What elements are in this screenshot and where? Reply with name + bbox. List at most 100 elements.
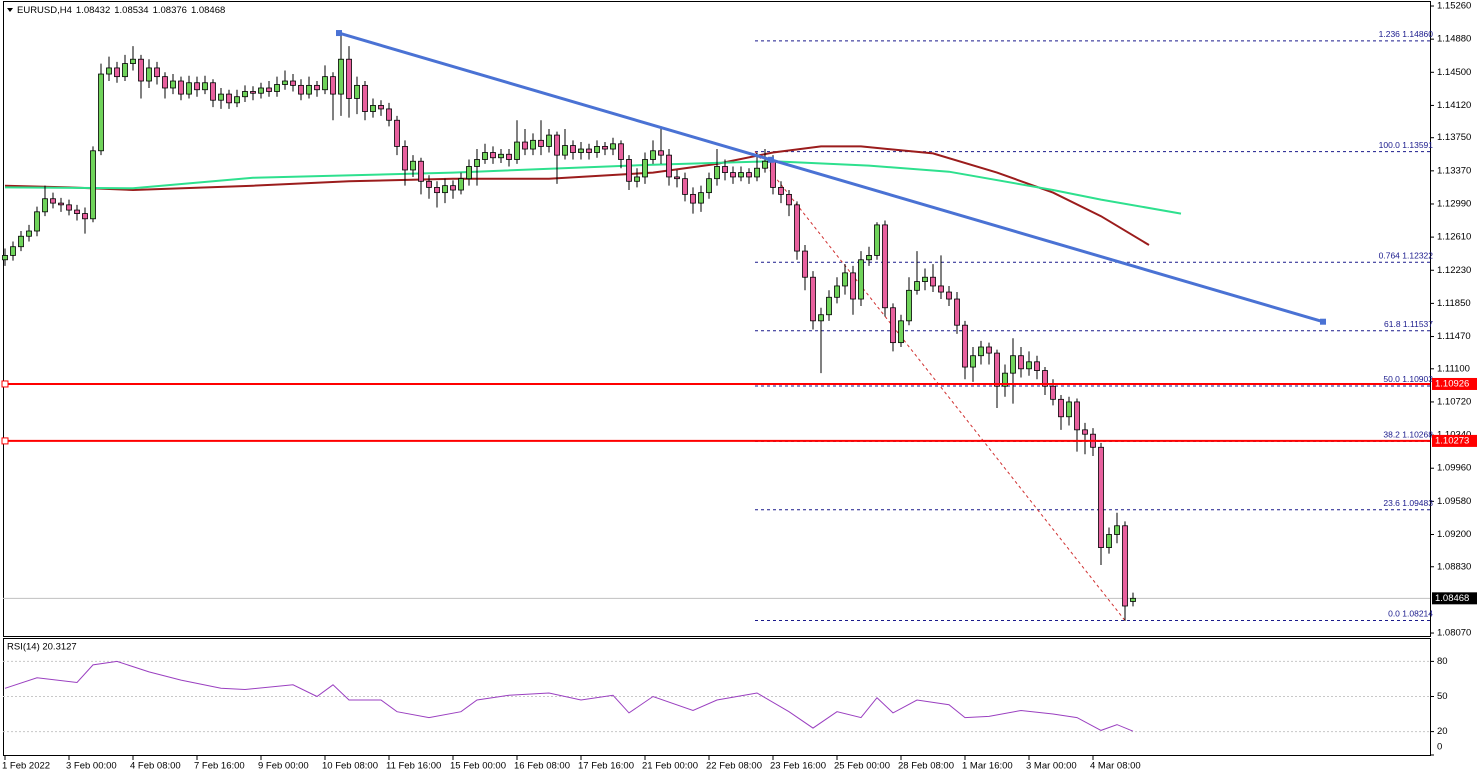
candle-body [794,204,800,252]
candle-body [1034,361,1040,371]
candle-body [506,153,512,160]
candle-body [738,172,744,178]
candle-body [594,146,600,153]
candle-body [234,96,240,104]
candle-body [978,346,984,357]
candle-body [570,145,576,153]
candle-body [762,160,768,169]
candle-body [154,67,160,78]
x-tick-label: 23 Feb 16:00 [770,761,826,772]
candle-body [818,314,824,322]
candle-body [322,76,328,91]
fib-label: 61.8 1.11537 [1384,319,1433,329]
candle-body [1082,429,1088,435]
candle-body [210,82,216,101]
y-tick-label: 1.14880 [1437,34,1471,45]
candle-body [186,82,192,95]
candle-body [658,150,664,156]
candle-body [650,150,656,160]
ohlc-low: 1.08376 [153,5,187,16]
candle-body [330,76,336,95]
candle-body [34,211,40,232]
candle-body [618,143,624,160]
candle-body [546,134,552,147]
candle-body [74,209,80,214]
candle-body [842,272,848,287]
candle-body [450,185,456,191]
candle-body [914,281,920,291]
trendline-anchor [336,30,342,37]
fib-label: 38.2 1.10268 [1383,430,1433,440]
candle-body [1130,597,1136,602]
x-tick-label: 11 Feb 16:00 [386,761,441,772]
candle-body [994,352,1000,387]
fib-label: 50.0 1.10903 [1383,374,1433,384]
candle-body [58,202,64,206]
candle-body [314,84,320,91]
y-tick-label: 1.13370 [1437,165,1471,176]
candle-body [82,213,88,220]
x-tick-label: 17 Feb 16:00 [578,761,634,772]
y-tick-label: 1.09200 [1437,529,1471,540]
candle-body [1018,355,1024,370]
trendline-anchor [1320,318,1326,325]
candle-body [458,178,464,191]
candle-body [706,178,712,194]
line-anchor [1,437,9,445]
rsi-tick-label: 0 [1437,742,1442,753]
y-tick-label: 1.12230 [1437,265,1471,276]
candle-body [18,235,24,248]
candle-body [498,153,504,159]
price-tag-label: 1.10926 [1435,378,1469,389]
y-tick-label: 1.11100 [1437,363,1470,374]
x-tick-label: 22 Feb 08:00 [706,761,762,772]
fib-label: 0.764 1.12322 [1379,250,1434,260]
candle-body [346,58,352,99]
candle-body [162,76,168,89]
candle-body [338,58,344,95]
candle-body [874,224,880,256]
price-tag [1432,377,1477,390]
candle-body [170,80,176,89]
candle-body [418,160,424,182]
candle-body [730,172,736,178]
candle-body [1106,534,1112,548]
marks-layer [2,32,1182,732]
candle-body [2,255,8,261]
fib-label: 1.236 1.14860 [1379,29,1434,39]
y-tick-label: 1.14120 [1437,100,1471,111]
x-tick-label: 4 Feb 08:00 [130,761,181,772]
candle-body [698,192,704,204]
candle-body [938,285,944,293]
candle-body [602,146,608,150]
candle-body [578,148,584,153]
rsi-line [4,660,1134,732]
y-tick-label: 1.13750 [1437,132,1471,143]
x-tick-label: 16 Feb 08:00 [514,761,570,772]
candle-body [890,307,896,344]
y-tick-label: 1.11470 [1437,331,1471,342]
candle-body [1010,355,1016,374]
candle-body [490,152,496,159]
candle-body [866,255,872,261]
y-tick-label: 1.15260 [1437,1,1471,12]
candle-body [850,272,856,300]
candle-body [130,58,136,64]
candle-body [1042,370,1048,387]
candle-body [810,276,816,322]
candle-body [178,80,184,95]
candle-body [770,160,776,188]
candle-body [226,93,232,104]
x-tick-label: 25 Feb 00:00 [834,761,890,772]
x-tick-label: 3 Mar 00:00 [1026,761,1077,772]
candle-body [194,82,200,91]
candle-body [970,355,976,368]
candle-body [906,289,912,322]
y-tick-label: 1.11850 [1437,298,1471,309]
x-tick-label: 1 Feb 2022 [2,761,50,772]
candle-body [434,187,440,194]
candle-body [530,139,536,150]
rsi-tick-label: 50 [1437,691,1448,702]
